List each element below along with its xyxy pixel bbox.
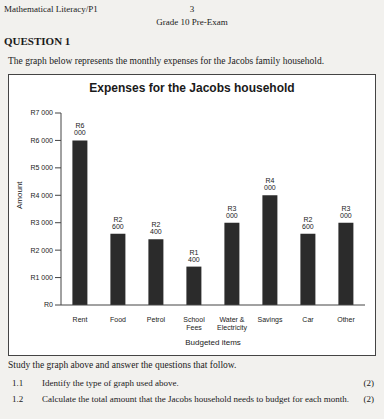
svg-text:R3000: R3000 bbox=[340, 205, 352, 219]
html-text:QUESTION 1: QUESTION 1 bbox=[4, 35, 71, 47]
html-text:Calculate the total amount tha: Calculate the total amount that the Jaco… bbox=[42, 394, 349, 404]
svg-text:R6000: R6000 bbox=[74, 122, 86, 136]
html-text:Expenses for the Jacobs househ: Expenses for the Jacobs household bbox=[89, 81, 295, 95]
svg-text:Budgeted items: Budgeted items bbox=[185, 338, 241, 347]
svg-text:R2600: R2600 bbox=[112, 216, 124, 230]
svg-text:Petrol: Petrol bbox=[147, 316, 166, 323]
html-text:The graph below represents the: The graph below represents the monthly e… bbox=[8, 56, 325, 66]
svg-text:R4 000: R4 000 bbox=[30, 192, 53, 199]
html-text:Grade 10 Pre-Exam: Grade 10 Pre-Exam bbox=[156, 17, 228, 27]
svg-text:Amount: Amount bbox=[15, 181, 24, 209]
svg-text:R4000: R4000 bbox=[264, 177, 276, 191]
html-text:Study the graph above and answ: Study the graph above and answer the que… bbox=[8, 360, 237, 370]
html-text:(2): (2) bbox=[363, 394, 374, 404]
html-text:3: 3 bbox=[189, 4, 195, 14]
html-text:(2): (2) bbox=[363, 378, 374, 388]
svg-text:R1400: R1400 bbox=[188, 249, 200, 263]
svg-text:Other: Other bbox=[337, 316, 355, 323]
svg-text:R2600: R2600 bbox=[302, 216, 314, 230]
svg-text:R3 000: R3 000 bbox=[30, 219, 53, 226]
html-text:1.1: 1.1 bbox=[12, 378, 24, 388]
svg-text:R1 000: R1 000 bbox=[30, 274, 53, 281]
svg-text:Food: Food bbox=[110, 316, 126, 323]
html-text:Identify the type of graph use: Identify the type of graph used above. bbox=[42, 378, 179, 388]
svg-text:R0: R0 bbox=[44, 301, 53, 308]
svg-text:Car: Car bbox=[302, 316, 314, 323]
svg-text:R7 000: R7 000 bbox=[30, 109, 53, 116]
svg-text:Water &Electricity: Water &Electricity bbox=[217, 316, 247, 332]
html-text:Mathematical Literacy/P1: Mathematical Literacy/P1 bbox=[4, 4, 98, 14]
svg-text:Rent: Rent bbox=[73, 316, 88, 323]
svg-text:Savings: Savings bbox=[258, 316, 283, 324]
svg-text:SchoolFees: SchoolFees bbox=[183, 316, 205, 331]
svg-text:R2400: R2400 bbox=[150, 221, 162, 235]
svg-text:R6 000: R6 000 bbox=[30, 137, 53, 144]
svg-text:R5 000: R5 000 bbox=[30, 164, 53, 171]
svg-text:R2 000: R2 000 bbox=[30, 247, 53, 254]
svg-text:R3000: R3000 bbox=[226, 205, 238, 219]
html-text:1.2: 1.2 bbox=[12, 394, 24, 404]
